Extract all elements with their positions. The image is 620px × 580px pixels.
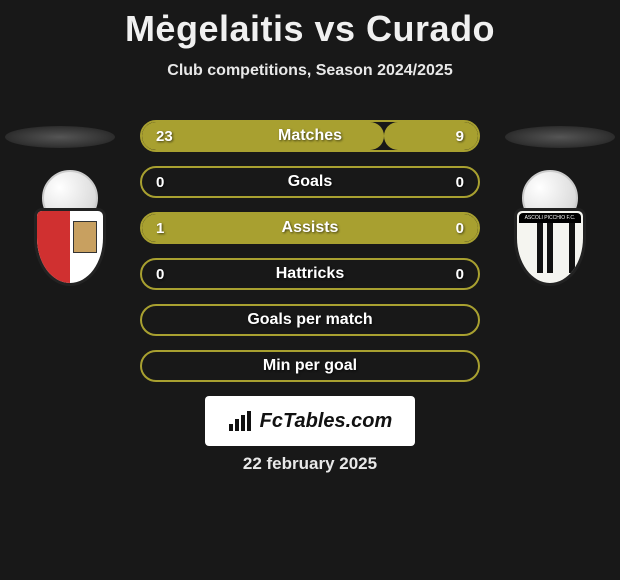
stat-row: 00Hattricks: [140, 258, 480, 290]
stat-row: Goals per match: [140, 304, 480, 336]
player-left-shadow: [5, 126, 115, 148]
bar-chart-icon: [228, 410, 254, 432]
stat-label: Assists: [142, 219, 478, 237]
comparison-title: Mėgelaitis vs Curado: [0, 0, 620, 50]
comparison-subtitle: Club competitions, Season 2024/2025: [0, 62, 620, 80]
shield-right-icon: ASCOLI PICCHIO F.C.: [514, 208, 586, 286]
branding-text: FcTables.com: [260, 410, 393, 433]
team-crest-left: [20, 170, 120, 270]
footer-date: 22 february 2025: [0, 454, 620, 474]
stat-row: 239Matches: [140, 120, 480, 152]
stat-row: 00Goals: [140, 166, 480, 198]
branding-badge[interactable]: FcTables.com: [205, 396, 415, 446]
shield-left-icon: [34, 208, 106, 286]
player-right-shadow: [505, 126, 615, 148]
stat-label: Matches: [142, 127, 478, 145]
shield-right-topband: ASCOLI PICCHIO F.C.: [519, 213, 581, 223]
stat-label: Goals: [142, 173, 478, 191]
team-crest-right: ASCOLI PICCHIO F.C.: [500, 170, 600, 270]
stats-panel: 239Matches 00Goals 10Assists 00Hattricks Goa…: [140, 120, 480, 396]
stat-label: Min per goal: [142, 357, 478, 375]
stat-row: 10Assists: [140, 212, 480, 244]
stat-row: Min per goal: [140, 350, 480, 382]
stat-label: Goals per match: [142, 311, 478, 329]
stat-label: Hattricks: [142, 265, 478, 283]
